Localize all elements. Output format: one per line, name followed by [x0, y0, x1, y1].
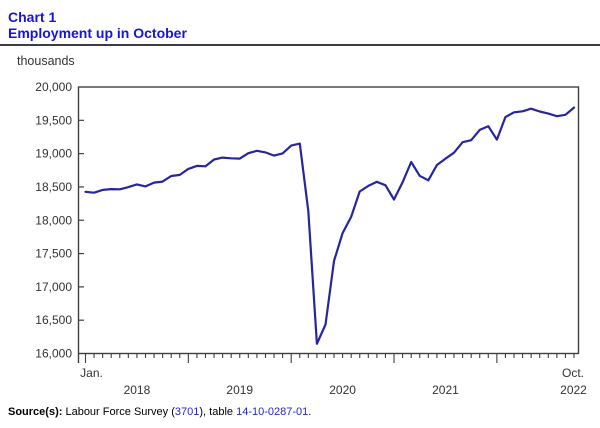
source-text: Labour Force Survey (	[62, 406, 175, 418]
y-tick-label: 19,000	[35, 147, 72, 161]
x-year-label: 2022	[560, 383, 587, 397]
chart-label: Chart 1	[8, 9, 57, 25]
y-axis-unit-label: thousands	[17, 54, 75, 68]
x-year-label: 2019	[226, 383, 253, 397]
y-tick-label: 19,500	[35, 113, 72, 127]
y-tick-label: 16,500	[35, 313, 72, 327]
plot-border	[77, 86, 580, 355]
x-first-label: Jan.	[80, 366, 103, 380]
x-year-label: 2020	[329, 383, 356, 397]
title-rule	[0, 44, 600, 46]
source-table-link[interactable]: 14-10-0287-01	[236, 406, 309, 418]
y-tick-label: 18,000	[35, 213, 72, 227]
x-year-label: 2021	[432, 383, 459, 397]
source-text: .	[308, 406, 312, 418]
y-tick-label: 17,500	[35, 247, 72, 261]
x-year-label: 2018	[124, 383, 151, 397]
y-tick-label: 16,000	[35, 347, 72, 361]
source-prefix: Source(s):	[8, 406, 63, 418]
source-survey-link[interactable]: 3701	[174, 406, 200, 418]
source-note: Source(s): Labour Force Survey (3701), t…	[8, 406, 311, 418]
page-title: Employment up in October	[8, 25, 187, 41]
chart-header: Chart 1 Employment up in October	[0, 0, 600, 41]
y-tick-label: 20,000	[35, 80, 72, 94]
y-tick-label: 18,500	[35, 180, 72, 194]
y-tick-label: 17,000	[35, 280, 72, 294]
employment-series-line	[84, 106, 576, 345]
x-last-label: Oct.	[562, 366, 584, 380]
employment-line-chart: 16,000 16,500 17,000 17,500 18,000 18,500 19,0…	[35, 80, 587, 397]
source-text: ), table	[199, 406, 237, 418]
